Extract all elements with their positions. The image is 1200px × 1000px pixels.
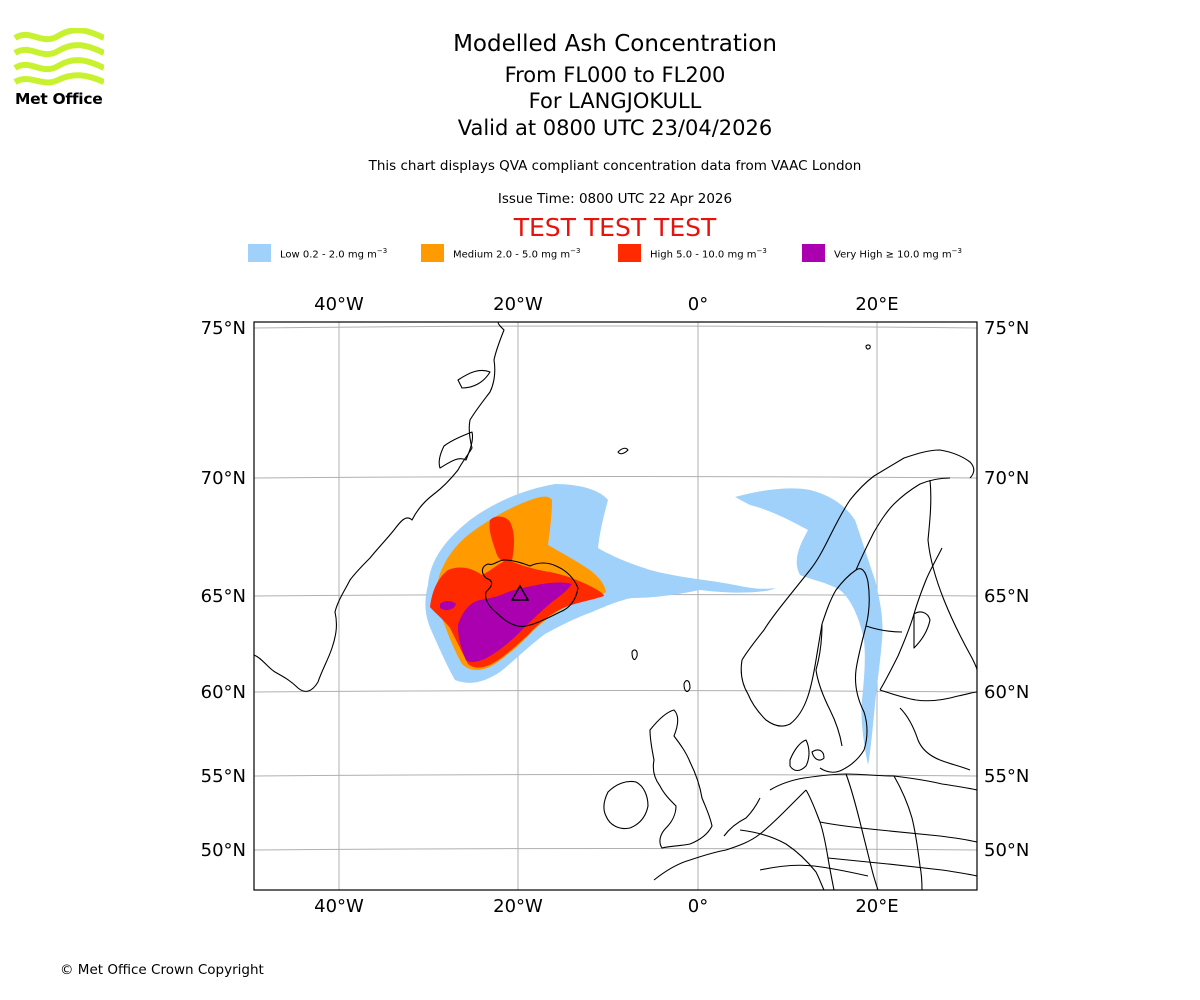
lon-label-20w-bottom: 20°W	[493, 896, 543, 917]
lat-label-55-left: 55°N	[201, 766, 246, 787]
chart-title: Modelled Ash Concentration	[453, 31, 777, 57]
legend-label-low: Low 0.2 - 2.0 mg m−3	[280, 247, 388, 261]
legend-label-very-high: Very High ≥ 10.0 mg m−3	[834, 247, 962, 261]
lat-label-70-right: 70°N	[984, 468, 1029, 489]
lon-label-20e-top: 20°E	[855, 294, 898, 315]
volcano-name: For LANGJOKULL	[528, 89, 702, 113]
volcano-marker-icon	[510, 584, 530, 601]
lat-label-50-right: 50°N	[984, 840, 1029, 861]
lat-label-70-left: 70°N	[201, 468, 246, 489]
lat-label-50-left: 50°N	[201, 840, 246, 861]
lat-label-75-left: 75°N	[201, 318, 246, 339]
legend-label-high: High 5.0 - 10.0 mg m−3	[650, 247, 767, 261]
lat-label-65-right: 65°N	[984, 586, 1029, 607]
legend-swatch-medium	[421, 244, 444, 262]
ash-very-high	[440, 582, 572, 663]
map-frame	[253, 321, 978, 891]
wave-logo-icon	[13, 28, 104, 86]
met-office-logo: Met Office	[12, 28, 112, 108]
lat-label-75-right: 75°N	[984, 318, 1029, 339]
lon-label-40w-bottom: 40°W	[314, 896, 364, 917]
valid-time: Valid at 0800 UTC 23/04/2026	[457, 116, 773, 140]
issue-time: Issue Time: 0800 UTC 22 Apr 2026	[497, 191, 733, 207]
test-banner: TEST TEST TEST	[513, 213, 717, 242]
lat-label-60-left: 60°N	[201, 682, 246, 703]
lat-label-65-left: 65°N	[201, 586, 246, 607]
lon-label-0-bottom: 0°	[688, 896, 708, 917]
coastlines	[254, 322, 977, 890]
flight-level-range: From FL000 to FL200	[504, 63, 726, 87]
lon-label-0-top: 0°	[688, 294, 708, 315]
lat-label-60-right: 60°N	[984, 682, 1029, 703]
lon-label-20w-top: 20°W	[493, 294, 543, 315]
legend-swatch-very-high	[802, 244, 825, 262]
lon-labels: 40°W 20°W 0° 20°E 40°W 20°W 0° 20°E	[314, 294, 898, 917]
lon-label-40w-top: 40°W	[314, 294, 364, 315]
legend-swatch-high	[618, 244, 641, 262]
copyright: © Met Office Crown Copyright	[60, 962, 264, 978]
lat-label-55-right: 55°N	[984, 766, 1029, 787]
lat-labels: 75°N 70°N 65°N 60°N 55°N 50°N 75°N 70°N …	[201, 318, 1030, 861]
lon-label-20e-bottom: 20°E	[855, 896, 898, 917]
legend-swatch-low	[248, 244, 271, 262]
logo-text: Met Office	[15, 90, 103, 108]
qva-note: This chart displays QVA compliant concen…	[368, 158, 862, 174]
legend-label-medium: Medium 2.0 - 5.0 mg m−3	[453, 247, 581, 261]
